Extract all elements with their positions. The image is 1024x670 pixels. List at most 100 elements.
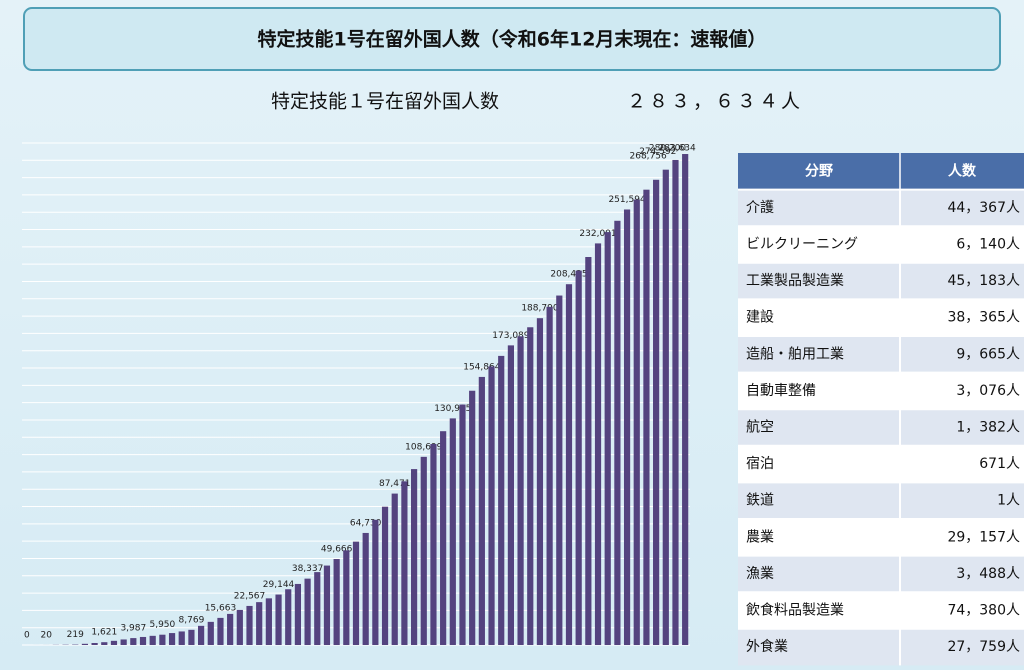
bar <box>256 602 263 645</box>
bar <box>653 179 660 645</box>
bar <box>565 284 573 645</box>
value-label: 87,471 <box>379 479 411 489</box>
table-cell: 44，367人 <box>947 200 1020 216</box>
bar <box>498 355 505 645</box>
value-label: 20 <box>40 630 52 640</box>
value-label: 64,730 <box>350 518 382 528</box>
table-header: 人数 <box>948 162 977 179</box>
bar <box>672 159 679 645</box>
bar <box>420 456 427 645</box>
table-cell: 1，382人 <box>956 420 1020 436</box>
bar <box>381 506 389 645</box>
bar <box>81 643 89 645</box>
bar <box>207 621 214 645</box>
table-cell: 漁業 <box>746 566 774 582</box>
table-cell: ビルクリーニング <box>746 237 858 253</box>
table-header-bg <box>738 153 1024 190</box>
value-label: 268,756 <box>630 151 667 161</box>
table-header: 分野 <box>805 163 833 179</box>
bar <box>275 594 282 645</box>
value-label: 219 <box>67 630 84 640</box>
table-row-bg <box>738 592 1024 629</box>
value-label: 0 <box>24 631 30 641</box>
table-row-bg <box>738 628 1024 666</box>
table-cell: 1人 <box>997 493 1020 509</box>
bar <box>527 327 534 645</box>
table-cell: 27，759人 <box>947 639 1020 655</box>
table-cell: 29，157人 <box>947 529 1020 545</box>
table-cell: 工業製品製造業 <box>746 273 844 289</box>
bar <box>178 631 185 645</box>
table-cell: 造船・舶用工業 <box>746 346 844 362</box>
bar <box>614 220 621 646</box>
bar <box>594 243 602 646</box>
value-label: 283,634 <box>659 144 696 154</box>
value-label: 15,663 <box>205 603 237 613</box>
bar <box>604 232 611 645</box>
bar <box>643 189 650 645</box>
table-cell: 介護 <box>746 200 774 216</box>
table-cell: 671人 <box>979 456 1020 472</box>
bar <box>546 306 553 645</box>
value-label: 38,337 <box>292 564 324 574</box>
table-row-bg <box>738 299 1024 336</box>
value-label: 22,567 <box>234 591 266 601</box>
bar <box>449 418 456 645</box>
bar <box>391 493 398 645</box>
bar <box>198 625 205 645</box>
table-cell: 3，076人 <box>956 383 1020 399</box>
table-cell: 45，183人 <box>947 273 1020 289</box>
table-cell: 建設 <box>746 310 774 326</box>
bar <box>236 609 243 645</box>
value-label: 8,769 <box>179 615 205 625</box>
bar <box>120 639 127 645</box>
title-box <box>23 7 1001 71</box>
bar <box>323 565 331 645</box>
total-label: ２８３，６３４人 <box>627 91 803 113</box>
table-row-bg <box>738 409 1024 446</box>
bar <box>440 431 447 645</box>
bar <box>469 390 476 645</box>
bar <box>401 481 408 645</box>
value-label: 108,699 <box>405 442 442 452</box>
bar <box>217 617 224 645</box>
bar <box>372 519 379 645</box>
bar <box>585 257 592 645</box>
value-label: 173,089 <box>492 331 529 341</box>
value-label: 130,915 <box>434 404 471 414</box>
bar <box>304 578 311 645</box>
bar <box>459 404 466 645</box>
bar <box>575 270 582 645</box>
table-cell: 航空 <box>746 420 774 436</box>
chart-subtitle: 特定技能１号在留外国人数 <box>271 91 499 113</box>
table-row-bg <box>738 445 1024 483</box>
bar <box>110 640 118 645</box>
table-cell: 6，140人 <box>956 237 1020 253</box>
bar <box>285 589 292 645</box>
table-cell: 74，380人 <box>947 603 1020 619</box>
bar <box>352 541 360 645</box>
bar <box>478 376 485 645</box>
table-row-bg <box>738 372 1024 410</box>
table-row-bg <box>738 262 1024 300</box>
bar <box>623 209 631 645</box>
bar <box>333 559 340 645</box>
table-row-bg <box>738 226 1024 263</box>
bar <box>536 318 544 645</box>
value-label: 232,001 <box>579 229 616 239</box>
bar <box>314 572 321 645</box>
bar <box>517 336 524 645</box>
bar <box>294 583 302 645</box>
table-cell: 3，488人 <box>956 566 1020 582</box>
bar <box>227 613 234 645</box>
value-label: 188,790 <box>521 304 558 314</box>
bar <box>246 605 253 645</box>
table-cell: 38，365人 <box>947 310 1020 326</box>
bar <box>633 199 640 645</box>
table-row-bg <box>738 482 1024 519</box>
bar <box>159 634 166 645</box>
bar <box>101 642 108 645</box>
table-row-bg <box>738 555 1024 593</box>
bar <box>188 629 195 645</box>
